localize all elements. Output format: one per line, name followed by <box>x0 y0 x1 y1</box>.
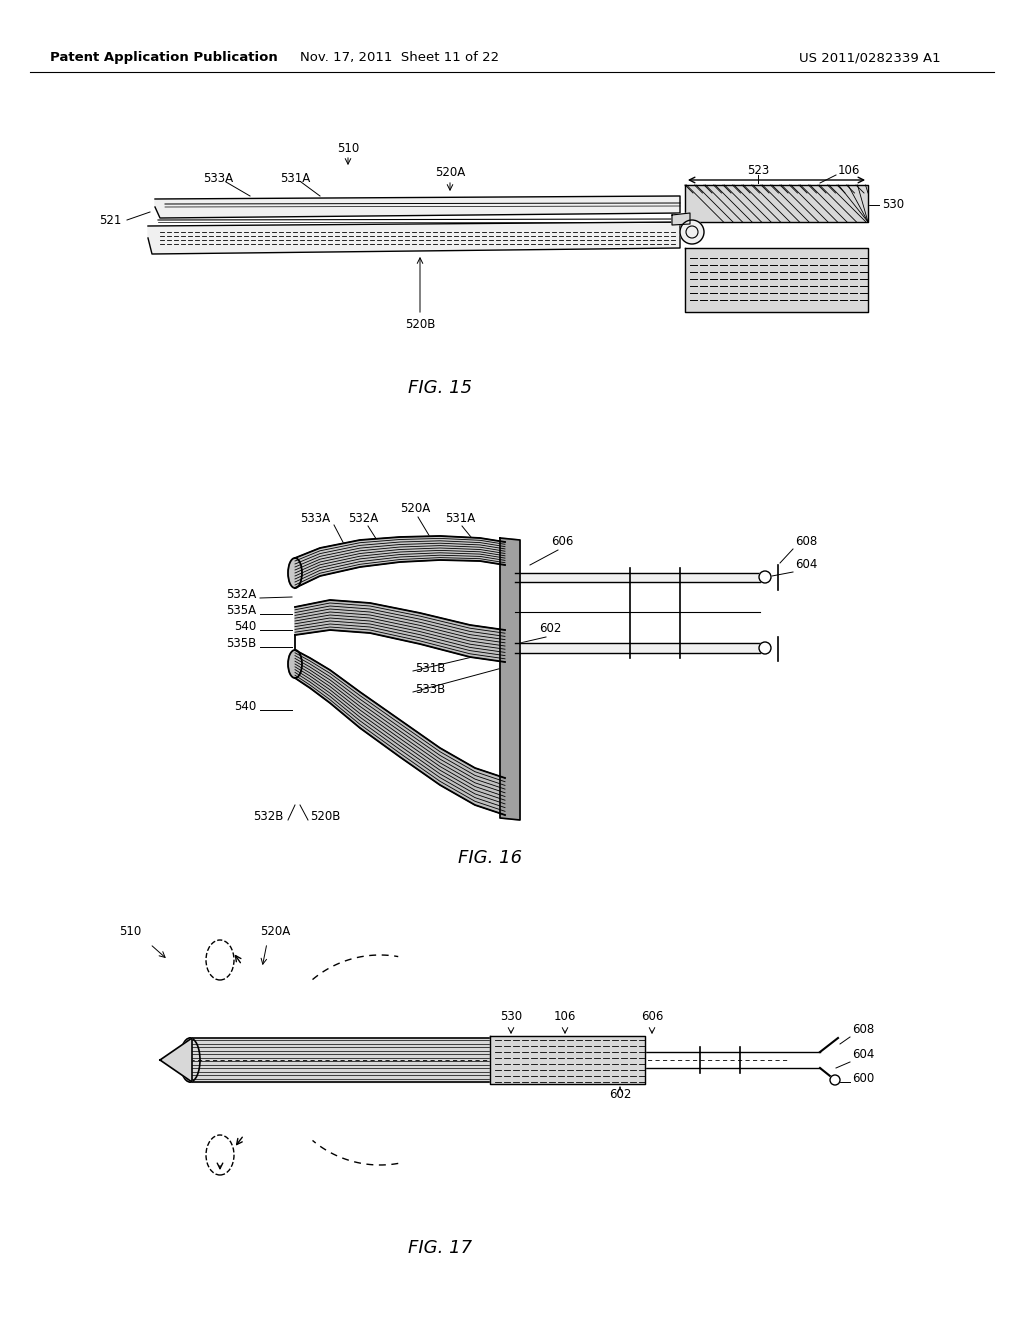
Text: 532A: 532A <box>348 512 378 525</box>
Text: 535A: 535A <box>226 605 256 616</box>
Text: 606: 606 <box>551 535 573 548</box>
Polygon shape <box>515 573 760 582</box>
Text: 510: 510 <box>337 141 359 154</box>
Polygon shape <box>295 536 505 587</box>
Text: US 2011/0282339 A1: US 2011/0282339 A1 <box>799 51 941 65</box>
Text: 540: 540 <box>233 700 256 713</box>
Text: 520A: 520A <box>260 925 290 939</box>
Text: 520A: 520A <box>435 166 465 180</box>
Text: 523: 523 <box>746 164 769 177</box>
Text: 532A: 532A <box>225 587 256 601</box>
Text: 530: 530 <box>882 198 904 211</box>
Text: 106: 106 <box>838 164 860 177</box>
Text: 533A: 533A <box>203 172 233 185</box>
Text: Patent Application Publication: Patent Application Publication <box>50 51 278 65</box>
Polygon shape <box>295 649 505 814</box>
Circle shape <box>830 1074 840 1085</box>
Text: Nov. 17, 2011  Sheet 11 of 22: Nov. 17, 2011 Sheet 11 of 22 <box>300 51 500 65</box>
Text: 520B: 520B <box>310 810 340 822</box>
Text: 604: 604 <box>852 1048 874 1061</box>
Text: 540: 540 <box>233 620 256 634</box>
Polygon shape <box>500 539 520 820</box>
Polygon shape <box>685 185 868 222</box>
Text: 531B: 531B <box>415 663 445 675</box>
Text: 533B: 533B <box>415 682 445 696</box>
Text: FIG. 17: FIG. 17 <box>408 1239 472 1257</box>
Polygon shape <box>190 1038 530 1082</box>
Text: 533A: 533A <box>300 512 330 525</box>
Circle shape <box>759 572 771 583</box>
Polygon shape <box>515 643 760 653</box>
Polygon shape <box>295 601 505 663</box>
Text: FIG. 15: FIG. 15 <box>408 379 472 397</box>
Text: 520A: 520A <box>400 502 430 515</box>
Ellipse shape <box>288 558 302 587</box>
Text: 535B: 535B <box>225 638 256 649</box>
Text: 606: 606 <box>641 1010 664 1023</box>
Text: 604: 604 <box>795 558 817 572</box>
Text: 521: 521 <box>99 214 122 227</box>
Polygon shape <box>155 195 680 218</box>
Text: 602: 602 <box>539 622 561 635</box>
Text: 530: 530 <box>500 1010 522 1023</box>
Circle shape <box>680 220 705 244</box>
Ellipse shape <box>180 1038 200 1082</box>
Polygon shape <box>685 248 868 312</box>
Polygon shape <box>160 1038 193 1082</box>
Text: 608: 608 <box>852 1023 874 1036</box>
Text: 510: 510 <box>119 925 141 939</box>
Text: 608: 608 <box>795 535 817 548</box>
Text: 531A: 531A <box>280 172 310 185</box>
Text: FIG. 16: FIG. 16 <box>458 849 522 867</box>
Text: 106: 106 <box>554 1010 577 1023</box>
Circle shape <box>759 642 771 653</box>
Text: 532B: 532B <box>254 810 284 822</box>
Ellipse shape <box>288 649 302 678</box>
Polygon shape <box>672 213 690 224</box>
Polygon shape <box>490 1036 645 1084</box>
Text: 520B: 520B <box>404 318 435 331</box>
Text: 531A: 531A <box>444 512 475 525</box>
Polygon shape <box>148 222 680 253</box>
Text: 602: 602 <box>609 1088 631 1101</box>
Text: 600: 600 <box>852 1072 874 1085</box>
